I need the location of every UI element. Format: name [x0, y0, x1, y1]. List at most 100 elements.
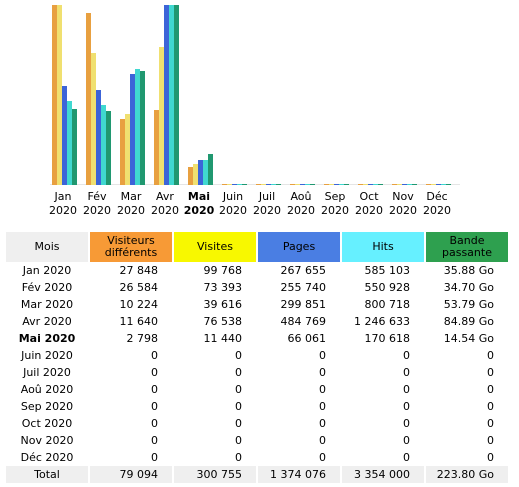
cell-visitors: 0	[151, 434, 158, 447]
cell-visits: 0	[235, 434, 242, 447]
table-row: Juin 2020 0 0 0 0 0	[6, 347, 508, 364]
cell-visitors: 0	[151, 366, 158, 379]
bandwidth-bar-7	[276, 184, 281, 185]
month-name: Oct	[359, 190, 379, 203]
month-year: 2020	[219, 204, 247, 217]
table-row: Nov 2020 0 0 0 0 0	[6, 432, 508, 449]
month-year: 2020	[253, 204, 281, 217]
cell-bandwidth: 35.88 Go	[443, 264, 494, 277]
cell-visitors: 26 584	[119, 281, 159, 294]
cell-hits: 1 246 633	[354, 315, 410, 328]
cell-visits: 39 616	[203, 298, 243, 311]
total-month: Total	[6, 466, 88, 483]
table-row: Jan 2020 27 848 99 768 267 655 585 103 35.88 …	[6, 262, 508, 279]
cell-bandwidth: 0	[487, 434, 494, 447]
cell-hits: 0	[403, 366, 410, 379]
chart-month-label: Déc 2020	[420, 190, 454, 218]
visitors-bar-1	[52, 5, 57, 185]
header-bandwidth: Bande passante	[426, 232, 508, 262]
cell-month: Jan 2020	[22, 264, 72, 277]
cell-bandwidth: 53.79 Go	[443, 298, 494, 311]
cell-bandwidth: 0	[487, 349, 494, 362]
pages-bar-1	[62, 86, 67, 185]
visitors-bar-5	[188, 167, 193, 185]
cell-visits: 0	[235, 400, 242, 413]
visits-bar-12	[431, 184, 436, 185]
visits-bar-3	[125, 114, 130, 185]
pages-bar-7	[266, 184, 271, 185]
hits-bar-7	[271, 184, 276, 185]
cell-hits: 550 928	[364, 281, 411, 294]
cell-visits: 11 440	[203, 332, 243, 345]
cell-visits: 73 393	[203, 281, 243, 294]
pages-bar-11	[402, 184, 407, 185]
table-row: Fév 2020 26 584 73 393 255 740 550 928 34.70 …	[6, 279, 508, 296]
cell-visits: 0	[235, 451, 242, 464]
cell-bandwidth: 0	[487, 400, 494, 413]
pages-bar-8	[300, 184, 305, 185]
month-year: 2020	[389, 204, 417, 217]
table-row: Juil 2020 0 0 0 0 0	[6, 364, 508, 381]
month-name: Mar	[120, 190, 142, 203]
visits-bar-5	[193, 164, 198, 185]
visitors-bar-4	[154, 110, 159, 185]
visits-bar-9	[329, 184, 334, 185]
cell-visitors: 27 848	[119, 264, 159, 277]
cell-visitors: 0	[151, 451, 158, 464]
cell-visits: 0	[235, 349, 242, 362]
table-row: Mai 2020 2 798 11 440 66 061 170 618 14.54 Go	[6, 330, 508, 347]
month-year: 2020	[355, 204, 383, 217]
cell-pages: 299 851	[280, 298, 327, 311]
header-month: Mois	[6, 232, 88, 262]
bandwidth-bar-12	[446, 184, 451, 185]
cell-visitors: 10 224	[119, 298, 159, 311]
month-name: Avr	[156, 190, 174, 203]
month-year: 2020	[183, 204, 215, 217]
cell-bandwidth: 0	[487, 451, 494, 464]
cell-month: Mar 2020	[20, 298, 74, 311]
visits-bar-6	[227, 184, 232, 185]
table-row: Oct 2020 0 0 0 0 0	[6, 415, 508, 432]
monthly-stats-table: Mois Visiteurs différents Visites Pages …	[4, 232, 510, 483]
visits-bar-11	[397, 184, 402, 185]
pages-bar-3	[130, 74, 135, 185]
visits-bar-10	[363, 184, 368, 185]
header-visitors: Visiteurs différents	[90, 232, 172, 262]
cell-month: Fév 2020	[21, 281, 73, 294]
header-pages: Pages	[258, 232, 340, 262]
cell-visits: 0	[235, 366, 242, 379]
cell-pages: 0	[319, 349, 326, 362]
table-row: Sep 2020 0 0 0 0 0	[6, 398, 508, 415]
month-name: Nov	[392, 190, 414, 203]
cell-hits: 170 618	[364, 332, 411, 345]
table-row: Aoû 2020 0 0 0 0 0	[6, 381, 508, 398]
bandwidth-bar-5	[208, 154, 213, 185]
pages-bar-5	[198, 160, 203, 185]
chart-month-label: Fév 2020	[80, 190, 114, 218]
cell-pages: 255 740	[280, 281, 327, 294]
month-name: Mai	[187, 190, 211, 203]
visitors-bar-11	[392, 184, 397, 185]
cell-hits: 585 103	[364, 264, 411, 277]
bandwidth-bar-3	[140, 71, 145, 185]
cell-month: Sep 2020	[20, 400, 74, 413]
chart-month-label: Oct 2020	[352, 190, 386, 218]
hits-bar-8	[305, 184, 310, 185]
chart-month-label: Avr 2020	[148, 190, 182, 218]
month-name: Sep	[324, 190, 346, 203]
month-name: Juil	[258, 190, 276, 203]
month-name: Juin	[222, 190, 244, 203]
chart-month-label: Sep 2020	[318, 190, 352, 218]
month-year: 2020	[287, 204, 315, 217]
hits-bar-4	[169, 5, 174, 185]
bandwidth-bar-11	[412, 184, 417, 185]
pages-bar-6	[232, 184, 237, 185]
bandwidth-bar-1	[72, 109, 77, 185]
cell-hits: 800 718	[364, 298, 411, 311]
chart-month-label: Nov 2020	[386, 190, 420, 218]
bandwidth-bar-4	[174, 5, 179, 185]
visitors-bar-7	[256, 184, 261, 185]
total-visitors: 79 094	[90, 466, 172, 483]
visits-bar-4	[159, 47, 164, 185]
chart-month-label: Juin 2020	[216, 190, 250, 218]
